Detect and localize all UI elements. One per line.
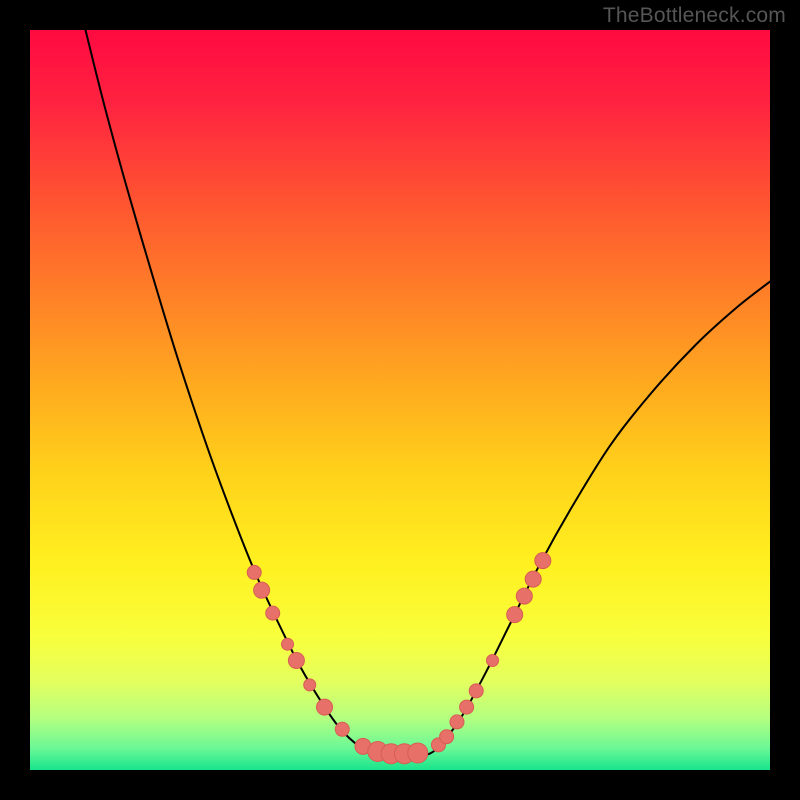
chart-frame: TheBottleneck.com (0, 0, 800, 800)
data-marker (288, 652, 304, 668)
data-marker (408, 743, 428, 763)
data-marker (460, 700, 474, 714)
data-marker (516, 588, 532, 604)
bottleneck-curve-plot (30, 30, 770, 770)
data-marker (507, 607, 523, 623)
data-marker (247, 565, 261, 579)
data-marker (304, 679, 316, 691)
data-marker (282, 638, 294, 650)
data-marker (440, 730, 454, 744)
data-marker (254, 582, 270, 598)
data-marker (535, 553, 551, 569)
data-marker (266, 606, 280, 620)
data-marker (335, 722, 349, 736)
data-marker (450, 715, 464, 729)
gradient-background (30, 30, 770, 770)
data-marker (487, 654, 499, 666)
data-marker (525, 571, 541, 587)
data-marker (317, 699, 333, 715)
watermark-text: TheBottleneck.com (603, 4, 786, 28)
data-marker (469, 684, 483, 698)
